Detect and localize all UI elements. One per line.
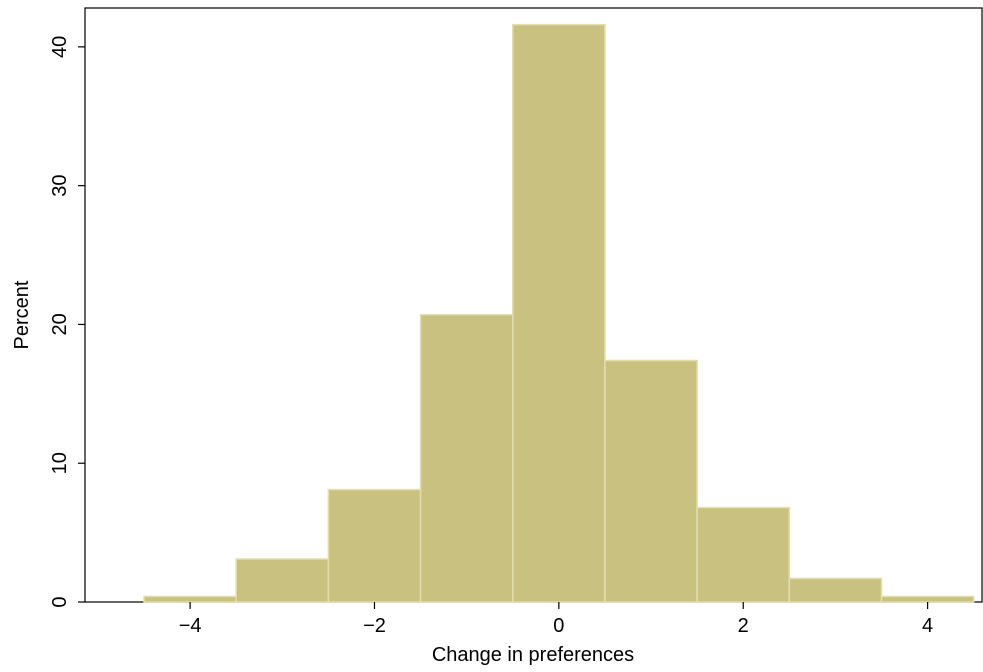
- y-tick-label: 40: [49, 36, 71, 58]
- x-tick-label: −2: [363, 615, 386, 637]
- y-axis-label: Percent: [11, 280, 33, 349]
- bar: [788, 577, 883, 603]
- bar: [880, 595, 975, 603]
- y-tick-label: 30: [49, 175, 71, 197]
- bar: [419, 313, 514, 603]
- x-tick-label: 2: [738, 615, 749, 637]
- bar: [696, 506, 791, 603]
- y-tick-label: 0: [49, 596, 71, 607]
- x-axis-label: Change in preferences: [432, 644, 634, 666]
- x-tick-label: 0: [553, 615, 564, 637]
- bar: [143, 595, 237, 603]
- bar: [327, 488, 422, 603]
- x-tick-label: 4: [922, 615, 933, 637]
- y-tick-label: 10: [49, 452, 71, 474]
- bar: [235, 558, 330, 603]
- x-tick-label: −4: [179, 615, 202, 637]
- bar: [604, 359, 698, 603]
- y-tick-label: 20: [49, 313, 71, 335]
- bar: [512, 23, 606, 603]
